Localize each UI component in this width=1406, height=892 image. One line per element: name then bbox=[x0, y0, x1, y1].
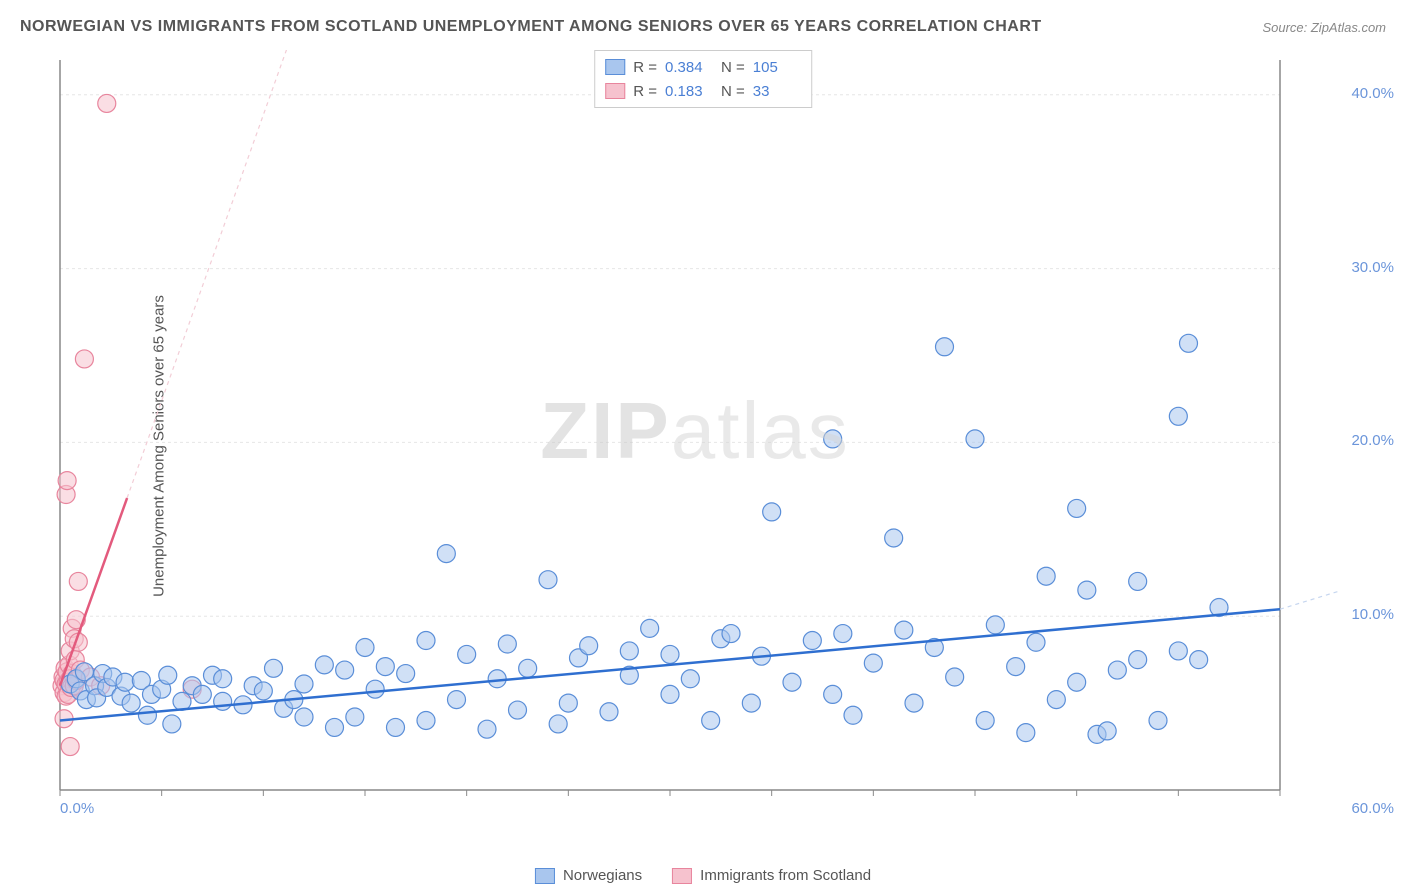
correlation-legend: R = 0.384 N = 105 R = 0.183 N = 33 bbox=[594, 50, 812, 108]
y-tick: 40.0% bbox=[1351, 85, 1394, 102]
n-value-0: 105 bbox=[753, 59, 801, 76]
y-tick: 20.0% bbox=[1351, 432, 1394, 449]
legend-label-1: Immigrants from Scotland bbox=[700, 867, 871, 884]
chart-area: ZIPatlas bbox=[50, 50, 1340, 830]
y-tick: 30.0% bbox=[1351, 259, 1394, 276]
x-tick: 60.0% bbox=[1351, 800, 1394, 817]
n-value-1: 33 bbox=[753, 83, 801, 100]
x-tick: 0.0% bbox=[60, 800, 94, 817]
swatch-pink-b bbox=[672, 868, 692, 884]
chart-title: NORWEGIAN VS IMMIGRANTS FROM SCOTLAND UN… bbox=[20, 18, 1042, 36]
swatch-blue-b bbox=[535, 868, 555, 884]
swatch-pink bbox=[605, 83, 625, 99]
swatch-blue bbox=[605, 59, 625, 75]
legend-row-norwegians: R = 0.384 N = 105 bbox=[605, 55, 801, 79]
r-value-1: 0.183 bbox=[665, 83, 713, 100]
source-label: Source: ZipAtlas.com bbox=[1262, 20, 1386, 35]
legend-row-scotland: R = 0.183 N = 33 bbox=[605, 79, 801, 103]
scatter-svg bbox=[50, 50, 1340, 830]
legend-item-scotland: Immigrants from Scotland bbox=[672, 867, 871, 884]
r-value-0: 0.384 bbox=[665, 59, 713, 76]
legend-label-0: Norwegians bbox=[563, 867, 642, 884]
legend-item-norwegians: Norwegians bbox=[535, 867, 642, 884]
series-legend: Norwegians Immigrants from Scotland bbox=[535, 867, 871, 884]
y-tick: 10.0% bbox=[1351, 606, 1394, 623]
